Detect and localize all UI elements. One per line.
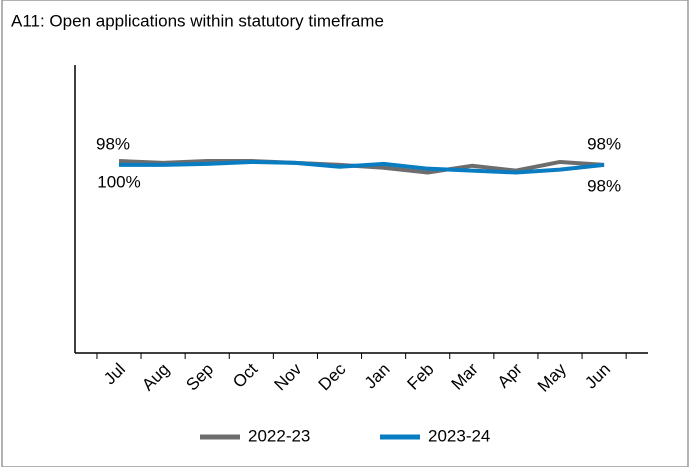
x-tick-label: Feb: [404, 360, 438, 394]
x-tick-label: Nov: [271, 359, 306, 394]
legend-label: 2023-24: [428, 426, 490, 445]
data-label: 98%: [587, 134, 621, 153]
x-tick-label: Jul: [100, 360, 129, 389]
x-tick-label: Jan: [361, 360, 394, 393]
series-line: [119, 159, 605, 175]
x-tick-label: Mar: [448, 359, 482, 393]
x-tick-label: Apr: [494, 359, 526, 391]
legend-label: 2022-23: [248, 426, 310, 445]
x-tick-label: Sep: [182, 360, 217, 395]
x-tick-label: Aug: [138, 360, 173, 395]
x-tick-label: Dec: [315, 359, 350, 394]
data-label: 98%: [587, 176, 621, 195]
x-tick-label: Oct: [229, 359, 261, 391]
x-tick-label: May: [534, 359, 570, 395]
data-label: 100%: [97, 172, 140, 191]
x-tick-label: Jun: [581, 360, 614, 393]
data-label: 98%: [96, 134, 130, 153]
chart-title: A11: Open applications within statutory …: [11, 11, 384, 30]
